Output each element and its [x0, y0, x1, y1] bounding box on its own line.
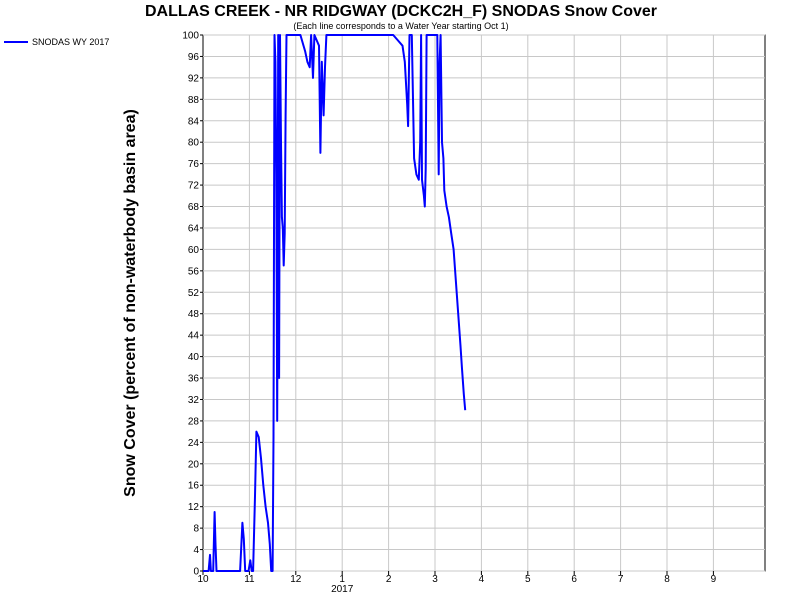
- y-tick-label: 72: [188, 181, 200, 192]
- chart-title: DALLAS CREEK - NR RIDGWAY (DCKC2H_F) SNO…: [145, 3, 657, 20]
- x-tick-label: 4: [479, 574, 485, 585]
- y-tick-label: 80: [188, 138, 200, 149]
- y-tick-label: 52: [188, 288, 200, 299]
- x-tick-label: 6: [571, 574, 577, 585]
- series-line-snodas-wy-2017: [203, 34, 467, 572]
- y-tick-label: 60: [188, 245, 200, 256]
- plot-area-frame: [202, 34, 766, 572]
- x-tick-label: 7: [618, 574, 624, 585]
- y-tick-label: 96: [188, 52, 200, 63]
- y-tick-label: 28: [188, 416, 200, 427]
- x-tick-label: 3: [432, 574, 438, 585]
- y-tick-label: 36: [188, 374, 200, 385]
- x-year-label: 2017: [331, 584, 354, 595]
- y-tick-label: 56: [188, 266, 200, 277]
- y-tick-label: 16: [188, 481, 200, 492]
- x-tick-label: 2: [386, 574, 392, 585]
- data-series: [203, 34, 467, 572]
- gridlines: [203, 34, 765, 572]
- legend-label-snodas-wy-2017: SNODAS WY 2017: [32, 37, 109, 47]
- y-tick-label: 12: [188, 502, 200, 513]
- y-tick-label: 40: [188, 352, 200, 363]
- y-tick-label: 68: [188, 202, 200, 213]
- x-tick-label: 1: [339, 574, 345, 585]
- y-axis-ticks: 0481216202428323640444852566064687276808…: [182, 31, 203, 578]
- y-tick-label: 88: [188, 95, 200, 106]
- x-tick-label: 9: [711, 574, 717, 585]
- chart-subtitle: (Each line corresponds to a Water Year s…: [293, 21, 508, 31]
- x-tick-label: 12: [290, 574, 302, 585]
- y-tick-label: 24: [188, 438, 200, 449]
- y-axis-label: Snow Cover (percent of non-waterbody bas…: [122, 109, 139, 497]
- y-tick-label: 92: [188, 73, 200, 84]
- y-tick-label: 84: [188, 116, 200, 127]
- y-tick-label: 8: [193, 524, 199, 535]
- x-tick-label: 10: [197, 574, 209, 585]
- y-tick-label: 76: [188, 159, 200, 170]
- legend: SNODAS WY 2017: [4, 37, 109, 47]
- y-tick-label: 0: [193, 567, 199, 578]
- y-tick-label: 64: [188, 223, 200, 234]
- x-tick-label: 11: [244, 574, 255, 585]
- x-tick-label: 5: [525, 574, 531, 585]
- y-tick-label: 100: [182, 31, 199, 42]
- y-tick-label: 44: [188, 331, 200, 342]
- x-tick-label: 8: [664, 574, 670, 585]
- y-tick-label: 4: [193, 545, 199, 556]
- y-tick-label: 32: [188, 395, 200, 406]
- y-tick-label: 48: [188, 309, 200, 320]
- y-tick-label: 20: [188, 459, 200, 470]
